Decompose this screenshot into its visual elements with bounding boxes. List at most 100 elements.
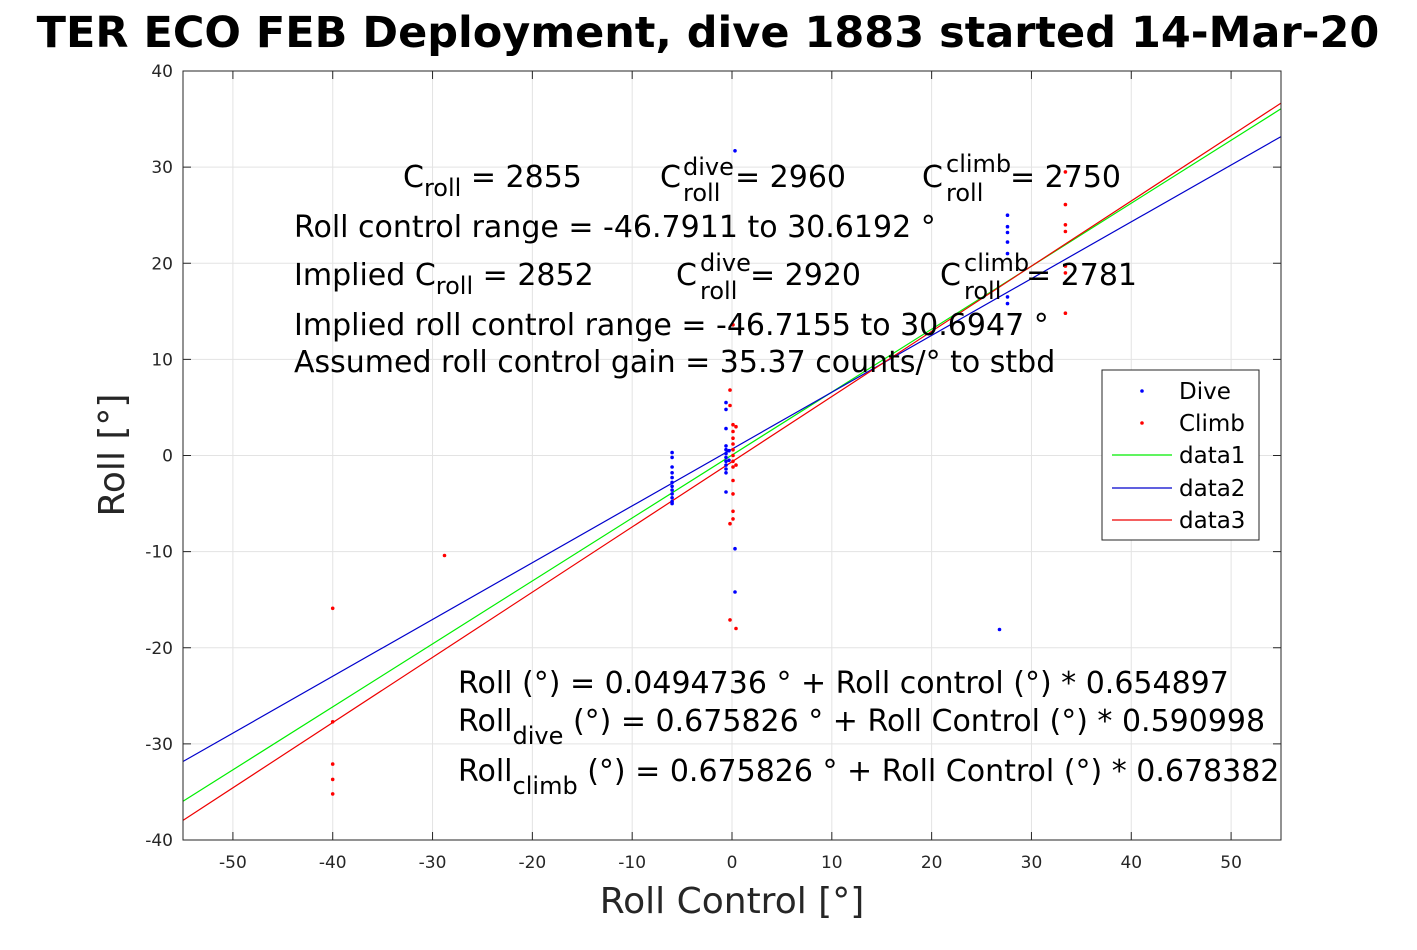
dive-point xyxy=(724,447,728,452)
x-tick-label: -30 xyxy=(419,853,447,873)
legend-data3-label: data3 xyxy=(1179,508,1245,534)
x-tick-label: -10 xyxy=(618,853,646,873)
annotation-implied-c-roll-dive-value: = 2920 xyxy=(750,258,861,293)
climb-point xyxy=(330,777,335,782)
y-tick-label: -30 xyxy=(145,735,173,755)
climb-point xyxy=(330,792,335,796)
dive-point xyxy=(1005,224,1010,229)
annotation-c-roll-climb-value: = 2750 xyxy=(1010,160,1121,195)
x-tick-label: -40 xyxy=(319,853,347,873)
annotation-implied-c-roll-climb: C xyxy=(940,258,961,293)
x-tick-label: 30 xyxy=(1021,853,1043,873)
climb-point xyxy=(330,720,335,724)
legend-dive-label: Dive xyxy=(1179,379,1231,405)
climb-point xyxy=(731,492,735,496)
dive-point xyxy=(1005,213,1010,217)
y-tick-label: -40 xyxy=(145,831,173,851)
fit-equation-dive: Rolldive (°) = 0.675826 ° + Roll Control… xyxy=(458,704,1265,750)
axis-ticks: -50 -40 -30 -20 -10 0 10 20 30 40 50 40 30 20 10 0 -10 -2… xyxy=(145,62,1281,873)
dive-point xyxy=(670,484,674,489)
y-tick-label: 30 xyxy=(151,158,173,178)
climb-point xyxy=(1063,170,1068,174)
climb-point xyxy=(731,478,735,483)
climb-point xyxy=(1063,229,1068,234)
dive-point xyxy=(1005,301,1010,306)
climb-point xyxy=(1063,223,1068,227)
legend-data1-label: data1 xyxy=(1179,443,1245,469)
legend: Dive Climb data1 data2 data3 xyxy=(1101,369,1260,541)
dive-point xyxy=(724,455,728,460)
x-tick-label: 50 xyxy=(1220,853,1242,873)
annotation-implied-c-roll-climb-sub: roll xyxy=(964,277,1001,305)
climb-point xyxy=(731,447,735,452)
climb-point xyxy=(1063,271,1068,275)
x-tick-label: -50 xyxy=(219,853,247,873)
dive-point xyxy=(670,455,674,460)
dive-point xyxy=(670,501,674,506)
annotation-c-roll-climb-sup: climb xyxy=(946,150,1011,178)
x-tick-label: 20 xyxy=(921,853,943,873)
climb-point xyxy=(731,436,735,441)
x-tick-label: 10 xyxy=(821,853,843,873)
dive-point xyxy=(670,465,674,469)
dive-point xyxy=(724,407,728,412)
annotation-c-roll-climb-sub: roll xyxy=(946,179,983,207)
dive-point xyxy=(727,458,731,463)
climb-point xyxy=(734,626,738,631)
climb-point xyxy=(731,459,735,464)
dive-point xyxy=(733,546,737,551)
dive-point xyxy=(1005,251,1010,256)
annotation-c-roll: Croll = 2855 xyxy=(403,160,582,202)
dive-point xyxy=(1005,240,1010,244)
dive-point xyxy=(1005,295,1010,299)
y-tick-label: 40 xyxy=(151,62,173,82)
annotation-implied-c-roll-dive: C xyxy=(676,258,697,293)
climb-point xyxy=(330,606,335,611)
fit-equation-overall: Roll (°) = 0.0494736 ° + Roll control (°… xyxy=(458,666,1229,701)
dive-point xyxy=(670,488,674,492)
dive-point xyxy=(670,496,674,500)
dive-point xyxy=(724,467,728,471)
dive-point xyxy=(670,450,674,455)
legend-climb-marker xyxy=(1140,421,1144,425)
climb-point xyxy=(728,521,732,526)
climb-point xyxy=(731,442,735,446)
climb-point xyxy=(734,424,738,429)
annotation-c-roll-climb: C xyxy=(922,160,943,195)
dive-point xyxy=(1005,230,1010,235)
dive-point xyxy=(724,426,728,431)
fit-equation-climb: Rollclimb (°) = 0.675826 ° + Roll Contro… xyxy=(458,754,1279,800)
annotation-roll-control-gain: Assumed roll control gain = 35.37 counts… xyxy=(294,345,1055,380)
annotation-implied-c-roll-climb-value: = 2781 xyxy=(1026,258,1137,293)
annotation-implied-c-roll: Implied Croll = 2852 xyxy=(294,258,594,300)
legend-climb-label: Climb xyxy=(1179,411,1245,437)
annotation-c-roll-dive-value: = 2960 xyxy=(735,160,846,195)
dive-point xyxy=(724,490,728,494)
chart-title: TER ECO FEB Deployment, dive 1883 starte… xyxy=(37,8,1380,58)
annotation-roll-control-range: Roll control range = -46.7911 to 30.6192… xyxy=(294,210,936,245)
climb-point xyxy=(442,553,447,558)
climb-point xyxy=(731,323,735,327)
x-tick-label: -20 xyxy=(518,853,546,873)
climb-point xyxy=(1063,202,1068,207)
annotation-c-roll-dive: C xyxy=(660,160,681,195)
dive-point xyxy=(724,444,728,448)
y-tick-label: 10 xyxy=(151,350,173,370)
dive-point xyxy=(670,471,674,475)
annotation-implied-c-roll-dive-sup: dive xyxy=(700,249,751,277)
annotation-implied-roll-control-range: Implied roll control range = -46.7155 to… xyxy=(294,308,1049,343)
y-tick-label: 0 xyxy=(162,447,173,467)
y-tick-label: 20 xyxy=(151,254,173,274)
dive-point xyxy=(670,475,674,480)
dive-point xyxy=(727,448,731,453)
dive-point xyxy=(724,400,728,405)
legend-dive-marker xyxy=(1140,389,1144,393)
annotation-c-roll-dive-sup: dive xyxy=(683,153,734,181)
dive-point xyxy=(670,480,674,485)
dive-point xyxy=(724,451,728,456)
annotation-c-roll-dive-sub: roll xyxy=(683,179,720,207)
data-points xyxy=(330,149,1068,796)
y-tick-label: -10 xyxy=(145,543,173,563)
legend-data2-label: data2 xyxy=(1179,476,1245,502)
